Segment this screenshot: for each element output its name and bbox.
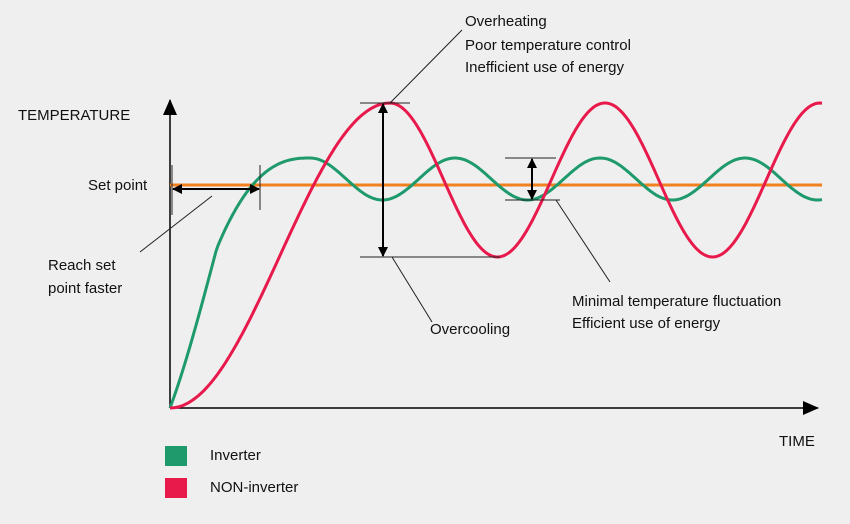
annotation: Overcooling <box>430 321 510 338</box>
leader <box>391 256 433 323</box>
non-inverter-curve <box>169 101 823 410</box>
legend-label: Inverter <box>210 447 261 464</box>
legend-swatch <box>165 478 187 498</box>
annotation: Overheating <box>465 13 547 30</box>
annotation: Minimal temperature fluctuation <box>572 293 781 310</box>
x-axis-label: TIME <box>779 433 815 450</box>
y-axis-label: TEMPERATURE <box>18 107 130 124</box>
leader <box>139 195 213 253</box>
annotation: Reach set <box>48 257 116 274</box>
inverter-curve <box>168 156 823 409</box>
leader <box>389 29 463 104</box>
legend-swatch <box>165 446 187 466</box>
annotation: Poor temperature control <box>465 37 631 54</box>
annotation: Inefficient use of energy <box>465 59 624 76</box>
annotation: Efficient use of energy <box>572 315 721 332</box>
legend-label: NON-inverter <box>210 479 298 496</box>
set-point-label: Set point <box>88 177 148 194</box>
annotation: point faster <box>48 280 122 297</box>
leader <box>555 199 611 283</box>
